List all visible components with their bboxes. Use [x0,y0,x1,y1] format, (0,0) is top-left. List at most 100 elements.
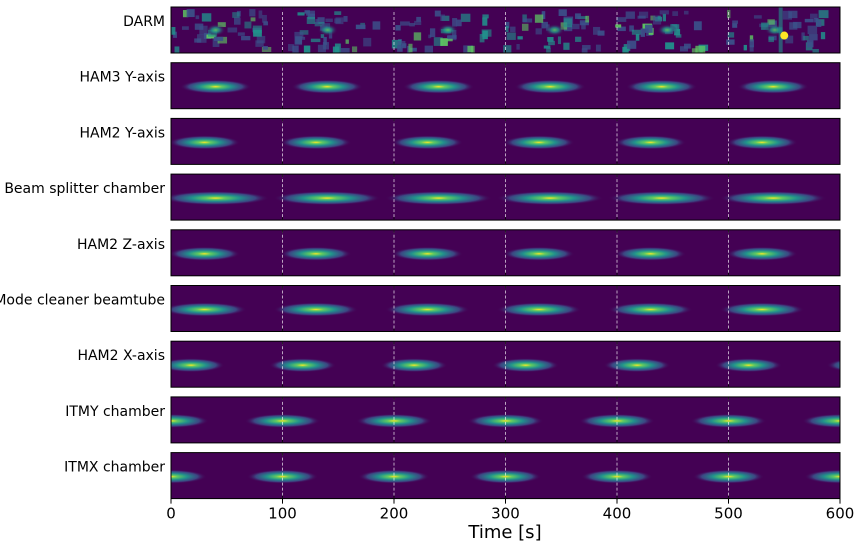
noise-cell [577,16,588,20]
noise-cell [199,25,208,35]
noise-cell [197,34,207,43]
noise-cell [301,36,306,40]
noise-cell [535,28,542,35]
noise-peak [317,24,338,36]
noise-cell [174,46,180,53]
noise-cell [506,32,516,40]
noise-cell [424,45,434,53]
noise-cell [397,45,403,52]
burst [291,79,363,94]
noise-cell [303,45,311,53]
noise-cell [782,10,789,20]
noise-cell [505,21,510,29]
burst [496,191,604,206]
noise-cell [820,32,826,40]
panel: Mode cleaner beamtube [0,285,841,332]
noise-cell [505,26,509,33]
panel-frame [170,396,841,444]
panel: ITMY chamber [65,396,841,444]
noise-cell [522,14,527,23]
burst [171,191,270,206]
noise-cell [768,36,774,43]
noise-cell [340,48,350,53]
noise-cell [195,15,200,20]
noise-cell [726,39,735,45]
noise-cell [631,29,642,35]
noise-cell [334,11,342,15]
panel-label: HAM3 Y-axis [79,70,165,86]
burst [246,469,319,484]
burst [469,469,542,484]
noise-cell [416,16,421,22]
noise-cell [241,35,251,41]
noise-cell [575,36,582,42]
burst [503,246,575,261]
noise-cell [785,35,794,44]
noise-cell [644,24,653,33]
noise-cell [683,43,691,49]
noise-cell [543,45,551,49]
burst [826,359,840,371]
burst [715,358,783,373]
noise-cell [652,15,662,25]
noise-cell [173,31,177,38]
noise-cell [194,38,202,43]
noise-cell [294,31,304,38]
x-tick-label: 200 [380,505,409,523]
panel: HAM2 X-axis [77,340,841,388]
burst [171,358,225,373]
noise-cell [315,19,319,25]
noise-cell [345,39,349,44]
noise-cell [597,30,605,36]
noise-cell [434,10,441,17]
noise-cell [672,11,679,17]
noise-cell [522,18,533,23]
noise-cell [809,34,818,41]
noise-cell [595,44,601,52]
burst [171,469,207,484]
noise-cell [616,17,627,22]
noise-cell [638,11,649,19]
noise-peak [780,31,789,40]
panel: HAM2 Z-axis [77,229,841,277]
noise-cell [402,43,407,49]
burst [514,79,586,94]
noise-cell [460,13,471,22]
noise-cell [767,19,775,25]
noise-cell [558,9,567,16]
noise-cell [249,9,256,17]
panel: HAM2 Y-axis [79,117,841,165]
noise-cell [623,44,631,51]
noise-cell [593,26,601,35]
noise-peak [205,24,226,36]
noise-cell [548,40,555,46]
noise-cell [546,47,551,53]
noise-cell [679,46,689,52]
noise-cell [693,21,702,31]
noise-cell [397,40,406,47]
noise-cell [753,15,762,19]
burst [719,191,827,206]
noise-cell [250,17,256,22]
noise-cell [414,20,422,26]
panel-label: Mode cleaner beamtube [0,293,165,309]
noise-cell [812,48,819,53]
burst [726,246,798,261]
noise-cell [732,20,738,24]
noise-cell [292,45,299,53]
burst [467,413,544,428]
burst [492,358,560,373]
noise-cell [355,24,366,30]
burst [244,413,321,428]
noise-cell [617,26,626,32]
noise-cell [662,13,666,22]
burst [726,135,798,150]
noise-cell [320,34,325,39]
burst [503,135,575,150]
noise-cell [194,23,204,30]
burst [496,302,582,317]
noise-cell [217,22,226,28]
noise-cell [581,22,586,30]
noise-cell [471,45,475,53]
